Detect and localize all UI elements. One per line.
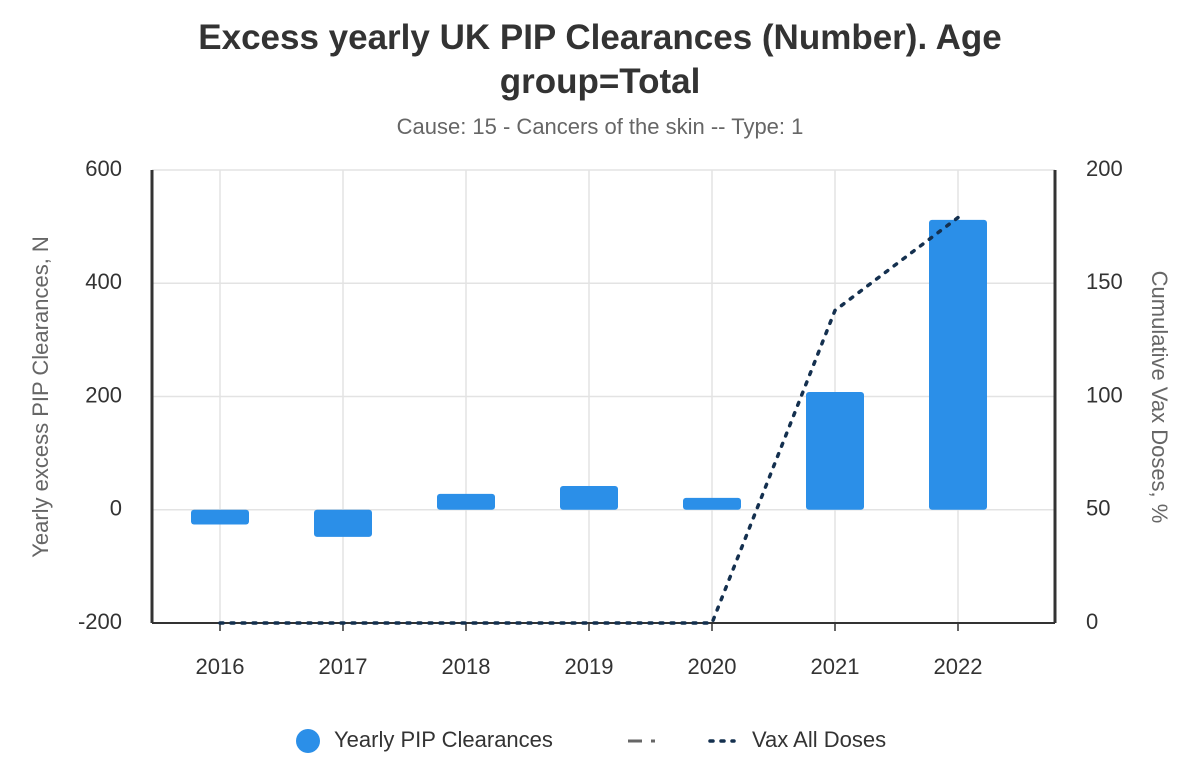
bar [806,391,864,510]
x-tick-label: 2016 [196,654,245,679]
bar [929,219,987,510]
bar [191,509,249,525]
y-tick-label: 0 [110,496,122,521]
legend-label: Yearly PIP Clearances [334,727,553,752]
bar [683,497,741,510]
y2-tick-label: 50 [1086,496,1110,521]
y-axis-label: Yearly excess PIP Clearances, N [28,236,53,558]
chart-subtitle: Cause: 15 - Cancers of the skin -- Type:… [396,114,804,139]
y-tick-label: 200 [85,382,122,407]
y2-tick-label: 150 [1086,269,1123,294]
line [218,215,960,625]
y2-tick-label: 200 [1086,156,1123,181]
legend-symbol [296,729,320,753]
x-tick-label: 2018 [442,654,491,679]
bar [437,493,495,510]
bar [560,485,618,510]
x-tick-label: 2022 [934,654,983,679]
y-tick-label: 600 [85,156,122,181]
legend-label: Vax All Doses [752,727,886,752]
chart-title: Excess yearly UK PIP Clearances (Number)… [198,18,1002,101]
y-tick-label: 400 [85,269,122,294]
x-tick-label: 2020 [688,654,737,679]
y2-tick-label: 0 [1086,609,1098,634]
y2-axis-label: Cumulative Vax Doses, % [1147,271,1172,524]
y2-tick-label: 100 [1086,382,1123,407]
x-tick-label: 2019 [565,654,614,679]
x-tick-label: 2021 [811,654,860,679]
y-tick-label: -200 [78,609,122,634]
x-tick-label: 2017 [319,654,368,679]
bar [314,509,372,537]
